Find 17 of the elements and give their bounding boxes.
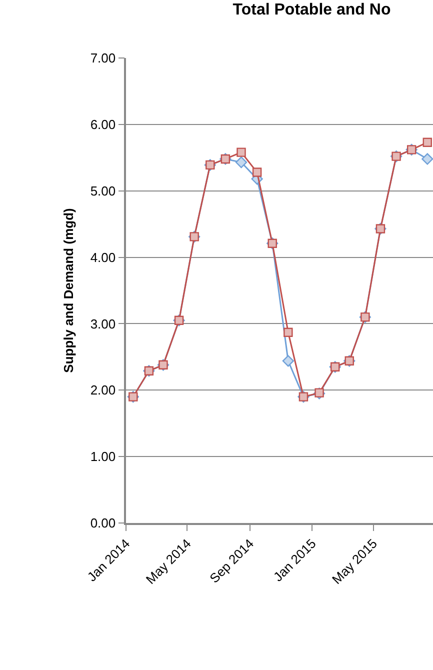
y-tick-label: 1.00 — [90, 449, 116, 464]
point — [422, 153, 433, 165]
y-tick-label: 2.00 — [90, 382, 116, 398]
y-tick-label: 6.00 — [90, 116, 116, 132]
point — [284, 328, 293, 337]
point — [252, 168, 262, 177]
point — [422, 138, 432, 147]
y-tick-label: 3.00 — [90, 316, 116, 332]
point — [235, 156, 248, 168]
point — [236, 148, 246, 157]
y-tick-label: 0.00 — [90, 516, 116, 531]
y-tick-label: 4.00 — [90, 250, 116, 265]
y-tick-label: 5.00 — [90, 183, 116, 198]
y-tick-label: 7.00 — [90, 50, 116, 66]
point — [282, 355, 294, 367]
y-axis-title: Supply and Demand (mgd) — [60, 208, 76, 373]
chart-title: Total Potable and No — [232, 2, 391, 19]
